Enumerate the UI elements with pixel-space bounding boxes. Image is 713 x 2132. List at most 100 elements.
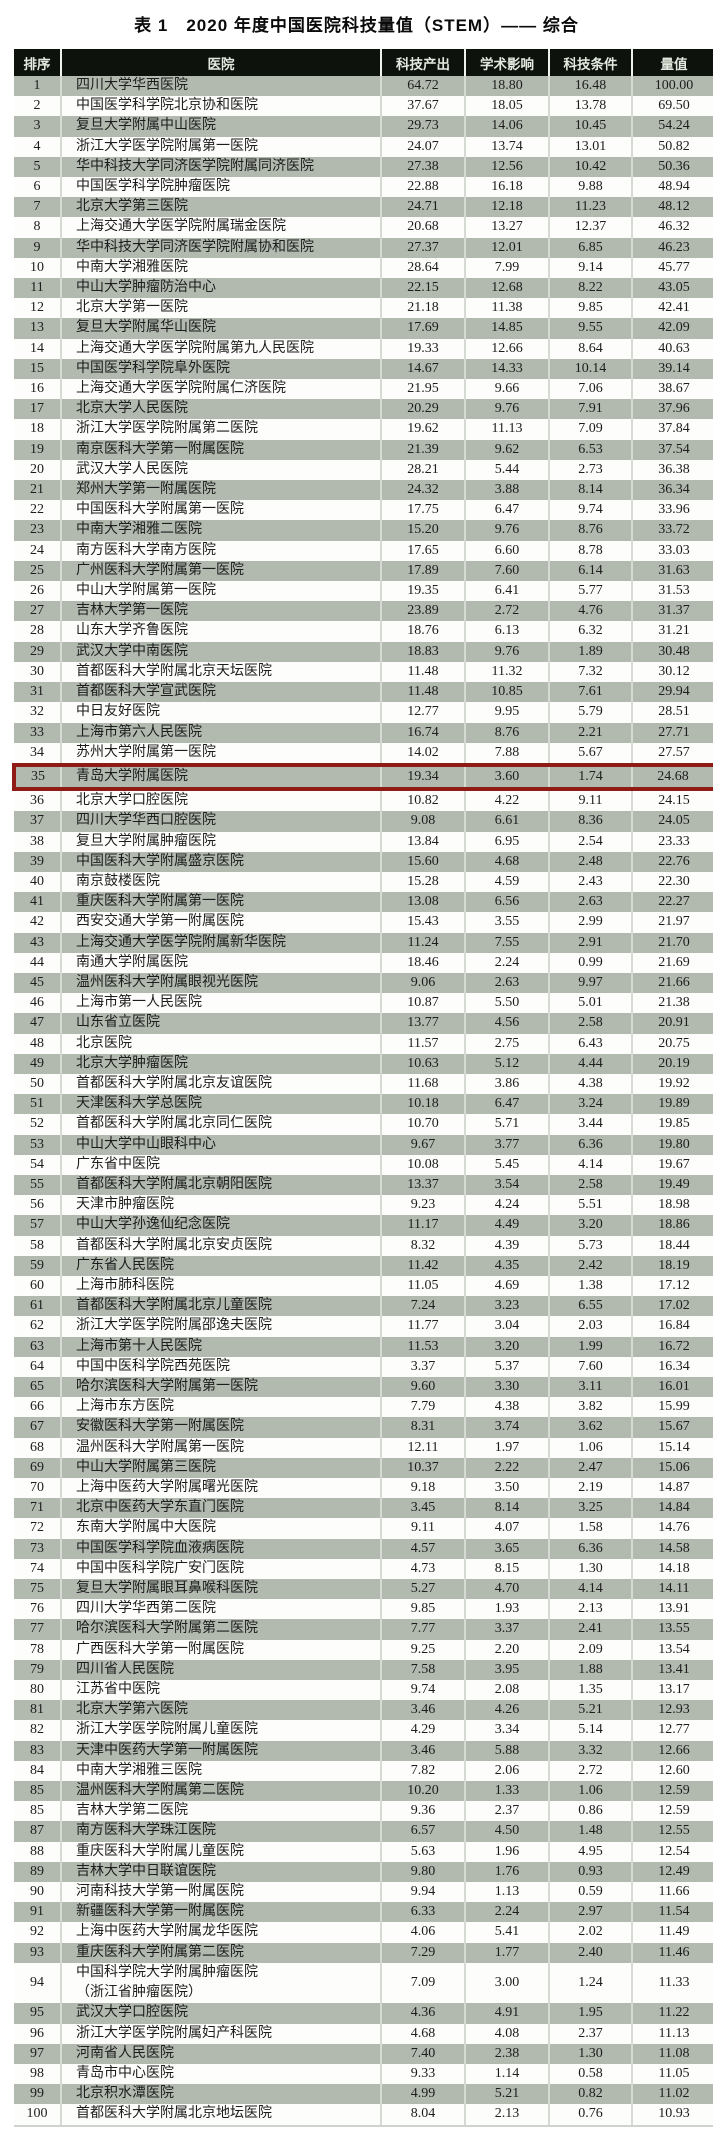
rank-cell: 75 [14, 1579, 61, 1600]
score-cell: 1.13 [464, 1882, 549, 1903]
score-cell: 5.01 [548, 993, 632, 1014]
score-cell: 37.54 [631, 439, 713, 460]
score-cell: 3.46 [380, 1700, 465, 1721]
table-row: 77 哈尔滨医科大学附属第二医院 7.77 3.37 2.41 13.55 [14, 1619, 713, 1640]
score-cell: 1.33 [464, 1781, 549, 1802]
score-cell: 7.24 [380, 1296, 465, 1317]
score-cell: 3.74 [464, 1417, 549, 1438]
score-cell: 3.60 [464, 762, 549, 792]
score-cell: 1.38 [548, 1275, 632, 1297]
score-cell: 1.99 [548, 1336, 632, 1357]
table-row: 1 四川大学华西医院 64.72 18.80 16.48 100.00 [14, 76, 713, 97]
score-cell: 3.20 [464, 1336, 549, 1357]
score-cell: 19.62 [380, 419, 465, 440]
score-cell: 6.13 [464, 621, 549, 642]
score-cell: 4.70 [464, 1579, 549, 1600]
score-cell: 9.33 [380, 2063, 465, 2085]
score-cell: 19.67 [631, 1154, 713, 1175]
rank-cell: 43 [14, 932, 61, 953]
score-cell: 2.63 [464, 972, 549, 994]
rank-cell: 40 [14, 871, 61, 893]
column-header-0: 排序 [14, 49, 61, 76]
score-cell: 22.76 [631, 851, 713, 872]
table-row: 59 广东省人民医院 11.42 4.35 2.42 18.19 [14, 1255, 713, 1276]
score-cell: 4.22 [464, 789, 549, 812]
score-cell: 9.25 [380, 1639, 465, 1660]
score-cell: 15.20 [380, 520, 465, 541]
score-cell: 4.29 [380, 1720, 465, 1741]
score-cell: 3.25 [548, 1498, 632, 1519]
score-cell: 6.53 [548, 439, 632, 460]
hospital-cell: 首都医科大学附属北京安贞医院 [60, 1235, 381, 1256]
score-cell: 5.41 [464, 1922, 549, 1943]
rank-cell: 44 [14, 952, 61, 973]
hospital-cell: 中国医学科学院阜外医院 [60, 358, 381, 380]
score-cell: 14.58 [631, 1538, 713, 1559]
score-cell: 1.06 [548, 1781, 632, 1802]
score-cell: 3.04 [464, 1316, 549, 1337]
rank-cell: 26 [14, 581, 61, 602]
score-cell: 7.60 [548, 1356, 632, 1377]
table-row: 45 温州医科大学附属眼视光医院 9.06 2.63 9.97 21.66 [14, 972, 713, 994]
score-cell: 12.68 [464, 278, 549, 299]
hospital-cell: 温州医科大学附属第二医院 [60, 1781, 381, 1802]
hospital-cell: 中日友好医院 [60, 702, 381, 723]
table-row: 29 武汉大学中南医院 18.83 9.76 1.89 30.48 [14, 641, 713, 662]
column-header-4: 科技条件 [548, 49, 632, 76]
score-cell: 0.86 [548, 1801, 632, 1822]
score-cell: 40.63 [631, 338, 713, 359]
score-cell: 10.93 [631, 2104, 713, 2127]
rank-cell: 93 [14, 1942, 61, 1963]
score-cell: 7.79 [380, 1397, 465, 1418]
score-cell: 27.38 [380, 156, 465, 178]
rank-cell: 98 [14, 2063, 61, 2085]
table-row: 70 上海中医药大学附属曙光医院 9.18 3.50 2.19 14.87 [14, 1478, 713, 1499]
rank-cell: 36 [14, 789, 61, 812]
score-cell: 8.76 [464, 722, 549, 743]
score-cell: 20.68 [380, 217, 465, 238]
score-cell: 1.14 [464, 2063, 549, 2085]
score-cell: 42.41 [631, 298, 713, 319]
hospital-cell: 四川大学华西第二医院 [60, 1599, 381, 1620]
score-cell: 5.88 [464, 1740, 549, 1761]
score-cell: 12.77 [380, 702, 465, 723]
hospital-cell: 广州医科大学附属第一医院 [60, 560, 381, 582]
hospital-cell: 中南大学湘雅二医院 [60, 520, 381, 541]
score-cell: 5.77 [548, 581, 632, 602]
hospital-cell: 吉林大学第二医院 [60, 1801, 381, 1822]
hospital-cell: 上海中医药大学附属龙华医院 [60, 1922, 381, 1943]
table-row: 92 上海中医药大学附属龙华医院 4.06 5.41 2.02 11.49 [14, 1922, 713, 1943]
score-cell: 4.08 [464, 2023, 549, 2044]
hospital-cell: 哈尔滨医科大学附属第二医院 [60, 1619, 381, 1640]
hospital-cell: 南京鼓楼医院 [60, 871, 381, 893]
score-cell: 9.85 [380, 1599, 465, 1620]
table-row: 96 浙江大学医学院附属妇产科医院 4.68 4.08 2.37 11.13 [14, 2023, 713, 2044]
score-cell: 3.32 [548, 1740, 632, 1761]
score-cell: 2.72 [464, 601, 549, 622]
score-cell: 11.46 [631, 1942, 713, 1963]
hospital-cell: 中山大学孙逸仙纪念医院 [60, 1215, 381, 1236]
rank-cell: 82 [14, 1720, 61, 1741]
score-cell: 14.06 [464, 116, 549, 137]
score-cell: 2.48 [548, 851, 632, 872]
hospital-cell: 北京大学第一医院 [60, 298, 381, 319]
score-cell: 4.24 [464, 1195, 549, 1216]
score-cell: 9.66 [464, 379, 549, 400]
rank-cell: 8 [14, 217, 61, 238]
score-cell: 4.06 [380, 1922, 465, 1943]
score-cell: 4.07 [464, 1518, 549, 1539]
score-cell: 4.26 [464, 1700, 549, 1721]
score-cell: 8.32 [380, 1235, 465, 1256]
table-row: 83 天津中医药大学第一附属医院 3.46 5.88 3.32 12.66 [14, 1740, 713, 1761]
score-cell: 7.88 [464, 742, 549, 765]
rank-cell: 14 [14, 338, 61, 359]
score-cell: 1.06 [548, 1437, 632, 1458]
score-cell: 23.89 [380, 601, 465, 622]
rank-cell: 60 [14, 1275, 61, 1297]
table-row: 98 青岛市中心医院 9.33 1.14 0.58 11.05 [14, 2063, 713, 2085]
table-row: 46 上海市第一人民医院 10.87 5.50 5.01 21.38 [14, 993, 713, 1014]
score-cell: 0.82 [548, 2084, 632, 2105]
score-cell: 2.03 [548, 1316, 632, 1337]
score-cell: 4.76 [548, 601, 632, 622]
